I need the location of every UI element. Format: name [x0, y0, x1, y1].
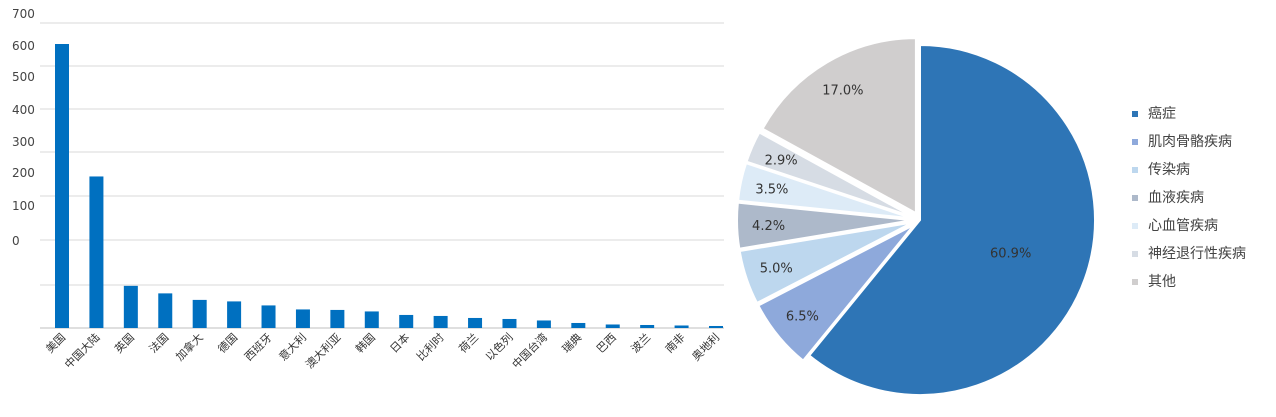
bar: [433, 315, 448, 328]
legend-item: 其他: [1132, 268, 1246, 296]
legend-label: 其他: [1148, 274, 1176, 290]
bar: [89, 176, 104, 328]
bar: [674, 325, 689, 328]
pie-legend: 癌症肌肉骨骼疾病 传染病血液疾病心血管疾病神经退行性疾病 其他: [1132, 100, 1246, 296]
legend-label: 血液疾病: [1148, 190, 1204, 206]
bar: [227, 301, 242, 328]
pie-value-label: 6.5%: [786, 309, 819, 324]
bar: [709, 325, 723, 328]
pie-slice: [757, 224, 915, 362]
category-label: 波兰: [629, 331, 654, 356]
bar: [295, 309, 310, 328]
y-tick-label: 300: [12, 135, 35, 149]
pie-value-label: 2.9%: [765, 153, 798, 168]
pie-chart: 60.9% 6.5% 5.0% 4.2% 3.5% 2.9% 17.0%: [736, 37, 1096, 396]
pie-slice: [745, 131, 914, 218]
category-label: 巴西: [594, 331, 619, 356]
pie-value-label: 4.2%: [752, 219, 785, 234]
y-tick-label: 700: [12, 7, 35, 21]
legend-item: 神经退行性疾病: [1132, 240, 1246, 268]
category-label: 中国台湾: [509, 330, 550, 371]
category-label: 奥地利: [689, 330, 722, 363]
legend-item: 传染病: [1132, 156, 1246, 184]
y-tick-label: 200: [12, 166, 35, 180]
legend-swatch: [1132, 195, 1138, 201]
pie-value-label: 60.9%: [990, 246, 1031, 261]
legend-label: 神经退行性疾病: [1148, 246, 1246, 262]
bar: [158, 293, 173, 328]
category-label: 日本: [387, 330, 412, 355]
category-label: 澳大利亚: [302, 330, 343, 371]
category-label: 加拿大: [173, 330, 206, 363]
pie-slice: [738, 221, 913, 305]
category-label: 南非: [663, 331, 688, 356]
bar: [261, 305, 276, 328]
bar: [192, 299, 207, 328]
y-tick-label: 100: [12, 199, 35, 213]
legend-swatch: [1132, 279, 1138, 285]
category-label: 英国: [112, 330, 137, 355]
pie-slice: [736, 201, 913, 250]
category-label: 以色列: [482, 330, 515, 363]
y-tick-label: 500: [12, 70, 35, 84]
bar: [571, 322, 586, 328]
legend-item: 癌症: [1132, 100, 1246, 128]
bar: [55, 44, 69, 328]
pie-slices: [736, 37, 1096, 396]
category-label: 西班牙: [242, 331, 275, 364]
legend-label: 心血管疾病: [1148, 218, 1218, 234]
bar: [468, 317, 483, 328]
category-label: 法国: [146, 330, 171, 355]
bar: [330, 309, 345, 328]
legend-item: 心血管疾病: [1132, 212, 1246, 240]
pie-value-label: 17.0%: [822, 84, 863, 99]
bar-gridlines: [40, 22, 724, 329]
legend-swatch: [1132, 111, 1138, 117]
legend-swatch: [1132, 167, 1138, 173]
legend-label: 传染病: [1148, 162, 1190, 178]
pie-slice: [736, 161, 913, 220]
y-tick-label: 600: [12, 39, 35, 53]
category-label: 中国大陆: [62, 330, 103, 371]
bar: [640, 324, 655, 328]
bar: [605, 324, 620, 328]
pie-slice: [761, 37, 917, 215]
legend-swatch: [1132, 223, 1138, 229]
bar-y-axis-ticks: 700 600 500 400 300 200 100 0: [12, 7, 35, 248]
bar: [364, 311, 379, 328]
bar: [502, 318, 517, 328]
pie-value-label: 3.5%: [755, 182, 788, 197]
pie-slice: [807, 43, 1096, 396]
category-label: 美国: [43, 331, 68, 356]
pie-value-label: 5.0%: [760, 262, 793, 277]
category-label: 比利时: [414, 331, 447, 364]
y-tick-label: 400: [12, 103, 35, 117]
legend-item: 肌肉骨骼疾病: [1132, 128, 1246, 156]
y-tick-label: 0: [12, 234, 20, 248]
legend-swatch: [1132, 251, 1138, 257]
category-label: 德国: [215, 330, 240, 355]
category-label: 瑞典: [559, 330, 584, 355]
bar: [399, 314, 414, 328]
legend-label: 肌肉骨骼疾病: [1148, 134, 1232, 150]
category-label: 韩国: [352, 330, 377, 355]
bar: [536, 320, 551, 328]
legend-label: 癌症: [1148, 106, 1176, 122]
bar-series: [55, 44, 723, 328]
category-label: 荷兰: [456, 331, 481, 356]
legend-item: 血液疾病: [1132, 184, 1246, 212]
bar: [123, 285, 138, 328]
category-label: 意大利: [276, 330, 309, 363]
pie-value-labels: 60.9% 6.5% 5.0% 4.2% 3.5% 2.9% 17.0%: [752, 84, 1031, 325]
legend-swatch: [1132, 139, 1138, 145]
